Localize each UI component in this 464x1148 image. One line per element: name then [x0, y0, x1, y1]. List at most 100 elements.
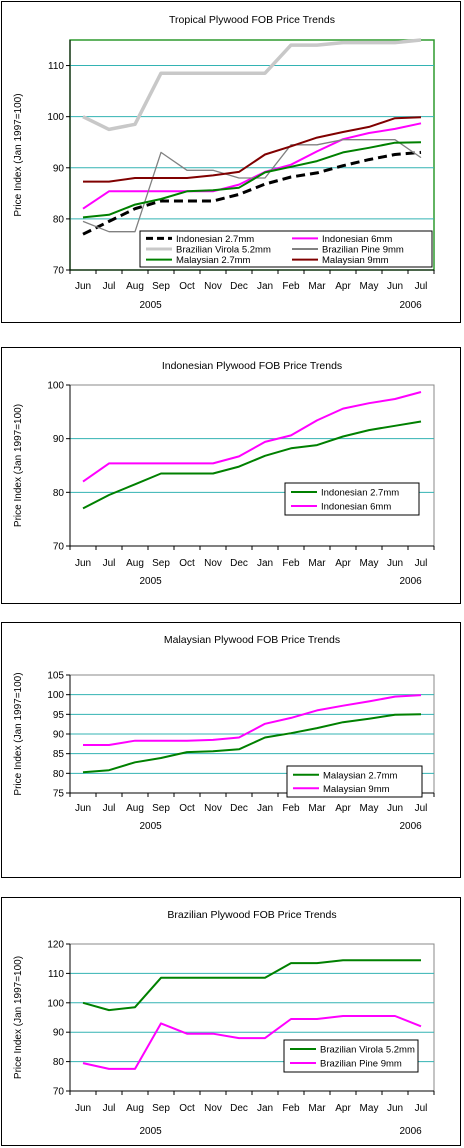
y-tick-label: 70	[53, 542, 65, 553]
x-tick-label: Jan	[257, 803, 273, 814]
x-tick-label: Jun	[387, 281, 403, 292]
y-tick-label: 80	[53, 769, 65, 780]
x-tick-label: Jul	[103, 803, 116, 814]
x-tick-label: Sep	[152, 281, 170, 292]
y-tick-label: 110	[48, 61, 64, 72]
series-line	[82, 420, 422, 510]
year-label: 2005	[139, 576, 162, 587]
x-tick-label: Jul	[103, 281, 116, 292]
y-tick-label: 100	[47, 998, 64, 1009]
x-tick-label: Sep	[152, 803, 170, 814]
tropical-chart: Tropical Plywood FOB Price Trends Price I…	[13, 14, 435, 311]
x-tick-label: Jun	[75, 558, 91, 569]
legend-label: Malaysian 2.7mm	[176, 255, 251, 266]
x-tick-label: Dec	[230, 558, 248, 569]
x-tick-label: Apr	[335, 558, 351, 569]
x-tick-label: May	[360, 558, 379, 569]
legend-label: Brazilian Virola 5.2mm	[176, 245, 271, 256]
year-label: 2006	[399, 300, 422, 311]
x-tick-label: Nov	[204, 281, 222, 292]
x-tick-label: Apr	[335, 803, 351, 814]
x-tick-label: Aug	[126, 281, 144, 292]
y-axis-label: Price Index (Jan 1997=100)	[13, 93, 24, 216]
x-tick-label: Jul	[103, 1103, 116, 1114]
x-tick-label: Nov	[204, 558, 222, 569]
x-tick-label: Jun	[75, 281, 91, 292]
x-tick-label: Jun	[75, 803, 91, 814]
x-tick-label: Mar	[308, 558, 326, 569]
legend-label: Indonesian 6mm	[321, 502, 391, 513]
chart-title: Malaysian Plywood FOB Price Trends	[164, 634, 340, 646]
x-tick-label: Aug	[126, 558, 144, 569]
x-tick-label: Jul	[415, 558, 428, 569]
tropical-chart-panel: Tropical Plywood FOB Price Trends Price I…	[1, 1, 461, 323]
year-label: 2006	[399, 576, 422, 587]
x-tick-label: Jun	[387, 558, 403, 569]
y-axis-label: Price Index (Jan 1997=100)	[13, 404, 24, 527]
year-label: 2005	[139, 821, 162, 832]
x-tick-label: Aug	[126, 803, 144, 814]
y-tick-label: 80	[53, 488, 65, 499]
legend-label: Malaysian 9mm	[323, 784, 390, 795]
x-tick-label: Feb	[282, 803, 300, 814]
chart-title: Tropical Plywood FOB Price Trends	[169, 14, 335, 26]
y-tick-label: 70	[53, 266, 65, 277]
x-tick-label: Nov	[204, 1103, 222, 1114]
legend-label: Malaysian 9mm	[322, 255, 389, 266]
x-tick-label: Jun	[387, 803, 403, 814]
x-tick-label: Mar	[308, 803, 326, 814]
malaysian-chart-panel: Malaysian Plywood FOB Price Trends Price …	[1, 622, 461, 878]
x-tick-label: Nov	[204, 803, 222, 814]
x-tick-label: Apr	[335, 1103, 351, 1114]
x-tick-label: Dec	[230, 281, 248, 292]
indonesian-chart-panel: Indonesian Plywood FOB Price Trends Price…	[1, 347, 461, 604]
x-tick-label: Mar	[308, 1103, 326, 1114]
x-tick-label: Jan	[257, 281, 273, 292]
series-line	[82, 391, 422, 483]
x-tick-label: Jul	[415, 281, 428, 292]
legend	[286, 765, 423, 798]
series-line	[82, 139, 422, 233]
x-tick-label: Jul	[103, 558, 116, 569]
x-tick-label: Jun	[75, 1103, 91, 1114]
legend	[139, 230, 433, 268]
x-tick-label: Jan	[257, 1103, 273, 1114]
y-tick-label: 90	[53, 434, 65, 445]
y-tick-label: 105	[47, 671, 64, 682]
chart-title: Indonesian Plywood FOB Price Trends	[162, 360, 342, 372]
x-tick-label: Mar	[308, 281, 326, 292]
y-tick-label: 120	[47, 940, 64, 951]
x-tick-label: Oct	[179, 1103, 195, 1114]
x-tick-label: Sep	[152, 1103, 170, 1114]
plot-area	[69, 384, 435, 547]
legend-label: Indonesian 2.7mm	[176, 234, 254, 245]
year-label: 2006	[399, 821, 422, 832]
x-tick-label: Feb	[282, 1103, 300, 1114]
legend	[284, 482, 420, 516]
brazilian-chart: Brazilian Plywood FOB Price Trends Price …	[13, 909, 435, 1137]
y-tick-label: 85	[53, 749, 65, 760]
legend-label: Brazilian Pine 9mm	[320, 1059, 402, 1070]
x-tick-label: Jun	[387, 1103, 403, 1114]
x-tick-label: Oct	[179, 281, 195, 292]
x-tick-label: Dec	[230, 1103, 248, 1114]
year-label: 2006	[399, 1126, 422, 1137]
chart-title: Brazilian Plywood FOB Price Trends	[167, 909, 336, 921]
legend-label: Indonesian 2.7mm	[321, 488, 399, 499]
y-axis-label: Price Index (Jan 1997=100)	[13, 956, 24, 1079]
x-tick-label: Apr	[335, 281, 351, 292]
x-tick-label: Dec	[230, 803, 248, 814]
year-label: 2005	[139, 1126, 162, 1137]
series-line	[82, 1015, 422, 1070]
y-tick-label: 90	[53, 730, 65, 741]
y-tick-label: 75	[53, 789, 65, 800]
indonesian-chart: Indonesian Plywood FOB Price Trends Price…	[13, 360, 435, 587]
x-tick-label: Jul	[415, 803, 428, 814]
y-axis-label: Price Index (Jan 1997=100)	[13, 672, 24, 795]
x-tick-label: Aug	[126, 1103, 144, 1114]
y-tick-label: 80	[53, 214, 65, 225]
x-tick-label: Sep	[152, 558, 170, 569]
series-line	[82, 141, 422, 219]
y-tick-label: 100	[47, 112, 64, 123]
series-line	[82, 150, 422, 236]
